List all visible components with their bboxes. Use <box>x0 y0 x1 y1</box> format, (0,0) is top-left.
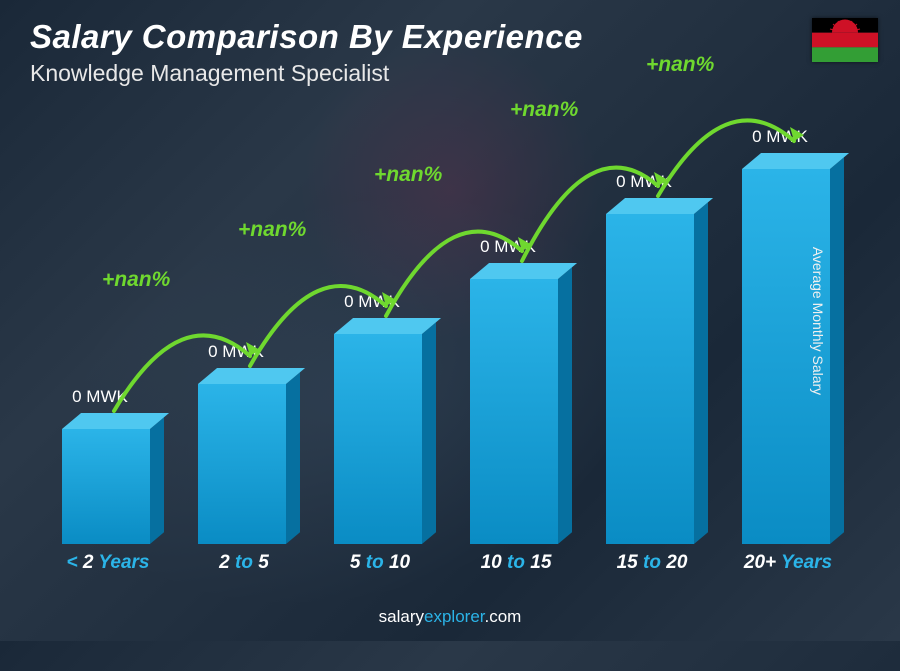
delta-label: +nan% <box>102 268 170 292</box>
bar-front <box>62 429 150 544</box>
footer-suffix: .com <box>485 607 522 626</box>
category-label: 15 to 20 <box>584 552 720 574</box>
country-flag-icon <box>812 18 878 62</box>
bar-side <box>830 157 844 544</box>
category-label: 2 to 5 <box>176 552 312 574</box>
chart-title: Salary Comparison By Experience <box>30 18 583 56</box>
bar-front <box>334 334 422 544</box>
bar-side <box>286 372 300 544</box>
value-label: 0 MWK <box>584 172 704 192</box>
footer-brand: explorer <box>424 607 484 626</box>
bar-side <box>558 267 572 544</box>
delta-label: +nan% <box>646 53 714 77</box>
value-label: 0 MWK <box>720 127 840 147</box>
bar-front <box>606 214 694 544</box>
chart-subtitle: Knowledge Management Specialist <box>30 60 389 87</box>
category-label: 20+ Years <box>720 552 856 574</box>
value-label: 0 MWK <box>312 292 432 312</box>
category-label: 10 to 15 <box>448 552 584 574</box>
delta-label: +nan% <box>510 98 578 122</box>
value-label: 0 MWK <box>448 237 568 257</box>
footer-attribution: salaryexplorer.com <box>0 607 900 627</box>
flag-stripe-mid <box>812 33 878 48</box>
category-label: 5 to 10 <box>312 552 448 574</box>
y-axis-label: Average Monthly Salary <box>810 246 826 394</box>
delta-label: +nan% <box>374 163 442 187</box>
bar-front <box>470 279 558 544</box>
delta-label: +nan% <box>238 218 306 242</box>
chart-area: 0 MWK < 2 Years 0 MWK 2 to 5 +nan% 0 MWK 5 to … <box>40 96 850 576</box>
flag-stripe-bot <box>812 47 878 62</box>
bar-front <box>198 384 286 544</box>
value-label: 0 MWK <box>40 387 160 407</box>
bar-side <box>422 322 436 544</box>
bar-side <box>150 417 164 544</box>
category-label: < 2 Years <box>40 552 176 574</box>
bar-side <box>694 202 708 544</box>
value-label: 0 MWK <box>176 342 296 362</box>
footer-prefix: salary <box>379 607 424 626</box>
